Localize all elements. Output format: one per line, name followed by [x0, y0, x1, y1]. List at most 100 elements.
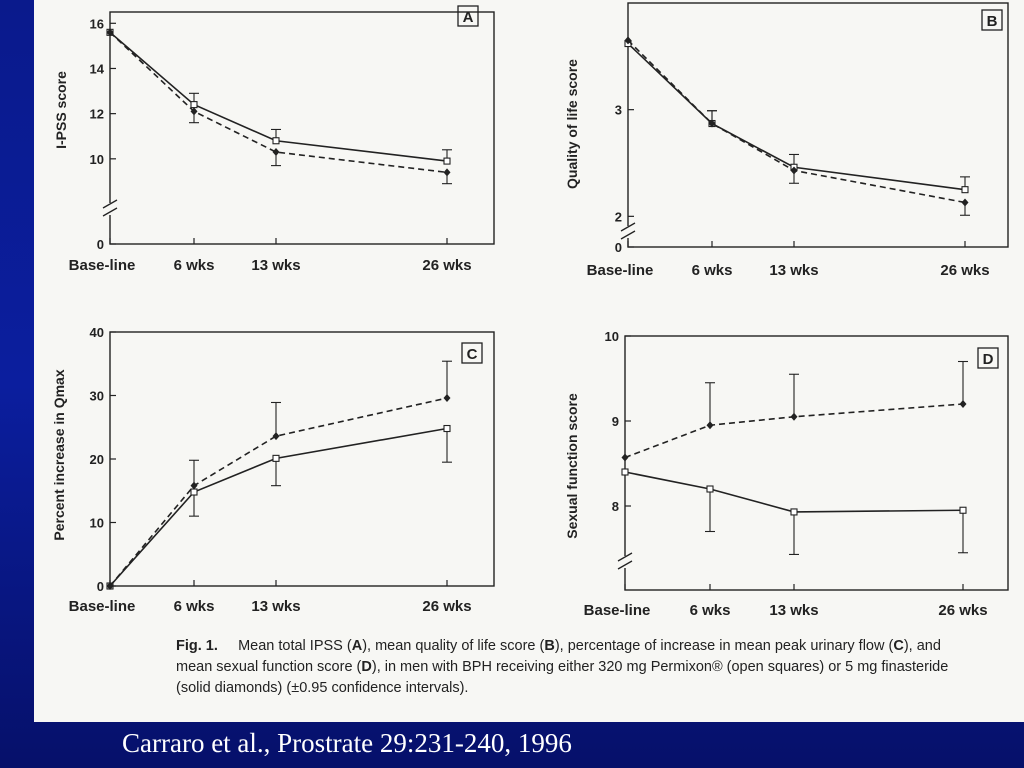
- caption-segment: ), percentage of increase in mean peak u…: [554, 638, 894, 654]
- y-tick-label: 0: [97, 237, 104, 252]
- y-axis-label: Percent increase in Qmax: [51, 369, 67, 540]
- series-line-finasteride: [627, 39, 966, 204]
- x-tick-label: 26 wks: [938, 602, 987, 619]
- plot-frame: [109, 331, 495, 587]
- marker-solid-diamond: [621, 453, 629, 462]
- y-tick-label: 10: [90, 516, 104, 531]
- axis-break-mark: [620, 230, 636, 240]
- x-tick-label: Base-line: [69, 598, 136, 615]
- series-line-permixon: [109, 427, 448, 587]
- panel-label: C: [467, 346, 478, 363]
- marker-open-square: [443, 157, 451, 165]
- x-tick-label: Base-line: [69, 257, 136, 274]
- marker-solid-diamond: [790, 412, 798, 421]
- axis-break-gap: [621, 556, 629, 568]
- caption-segment: D: [361, 659, 372, 675]
- y-tick-label: 12: [90, 107, 104, 122]
- y-axis-label: Quality of life score: [564, 59, 580, 189]
- marker-open-square: [706, 485, 714, 493]
- panel-label: A: [463, 9, 474, 26]
- axis-break-mark: [617, 552, 633, 562]
- marker-solid-diamond: [443, 394, 451, 403]
- marker-solid-diamond: [106, 28, 114, 37]
- marker-solid-diamond: [443, 168, 451, 177]
- caption-segment: ), and mean sexual function score (: [176, 638, 945, 675]
- plot-frame: [627, 2, 1009, 248]
- y-tick-label: 16: [90, 16, 104, 31]
- y-axis-label: Sexual function score: [564, 393, 580, 539]
- marker-open-square: [190, 101, 198, 109]
- caption-segment: C: [893, 638, 904, 654]
- y-tick-label: 8: [612, 499, 619, 514]
- marker-open-square: [272, 454, 280, 462]
- marker-solid-diamond: [190, 481, 198, 490]
- x-tick-label: 13 wks: [769, 602, 818, 619]
- axis-break-gap: [106, 203, 114, 215]
- caption-segment: Mean total IPSS (: [238, 638, 352, 654]
- caption-segment: A: [351, 638, 363, 654]
- y-axis-label: I-PSS score: [53, 71, 69, 149]
- plot-frame: [624, 335, 1009, 591]
- panel-c: 0 10 20 30 40 Base-line 6 wks 13 wks 26 wks Perce…: [51, 325, 495, 615]
- citation-text: Carraro et al., Prostrate 29:231-240, 19…: [122, 728, 572, 758]
- marker-solid-diamond: [272, 148, 280, 157]
- plot-frame: [109, 11, 495, 245]
- y-tick-label: 0: [615, 240, 622, 255]
- marker-open-square: [961, 186, 969, 194]
- x-tick-label: Base-line: [587, 262, 654, 279]
- caption-fig-label: Fig. 1.: [176, 638, 218, 654]
- figure-caption: Fig. 1. Mean total IPSS (A), mean qualit…: [176, 636, 966, 699]
- panel-label: B: [987, 13, 998, 30]
- caption-text: Mean total IPSS (A), mean quality of lif…: [176, 638, 952, 696]
- marker-solid-diamond: [190, 107, 198, 116]
- caption-segment: B: [544, 638, 555, 654]
- y-tick-label: 3: [615, 103, 622, 118]
- y-tick-label: 9: [612, 414, 619, 429]
- marker-solid-diamond: [624, 36, 632, 45]
- y-tick-label: 40: [90, 325, 104, 340]
- y-tick-label: 2: [615, 209, 622, 224]
- panel-label-box: [977, 347, 999, 369]
- x-tick-label: 6 wks: [174, 598, 215, 615]
- marker-solid-diamond: [706, 421, 714, 430]
- y-tick-label: 30: [90, 389, 104, 404]
- marker-solid-diamond: [961, 198, 969, 207]
- series-line-finasteride: [109, 31, 448, 174]
- panel-label-box: [981, 9, 1003, 31]
- x-tick-label: 6 wks: [690, 602, 731, 619]
- panel-a: 0 10 12 14 16 Base-line 6 wks 13 wks 26 wks I-PSS…: [53, 5, 495, 274]
- marker-open-square: [190, 488, 198, 496]
- series-line-permixon: [109, 31, 448, 162]
- marker-solid-diamond: [272, 432, 280, 441]
- marker-solid-diamond: [106, 582, 114, 590]
- y-tick-label: 0: [97, 579, 104, 594]
- y-tick-label: 10: [90, 152, 104, 167]
- x-tick-label: Base-line: [584, 602, 651, 619]
- marker-solid-diamond: [708, 119, 716, 128]
- panel-d: 8 9 10 Base-line 6 wks 13 wks 26 wks Sexual fun…: [564, 329, 1009, 619]
- x-tick-label: 6 wks: [692, 262, 733, 279]
- x-tick-label: 26 wks: [422, 257, 471, 274]
- series-line-finasteride: [624, 403, 964, 459]
- panel-b: 0 2 3 Base-line 6 wks 13 wks 26 wks Quality of …: [564, 2, 1009, 279]
- scanned-figure: 0 10 12 14 16 Base-line 6 wks 13 wks 26 wks I-PSS…: [34, 0, 1024, 722]
- x-tick-label: 26 wks: [940, 262, 989, 279]
- marker-open-square: [959, 506, 967, 514]
- axis-break-mark: [620, 222, 636, 232]
- axis-break-mark: [102, 199, 118, 209]
- series-line-permixon: [627, 42, 966, 191]
- marker-solid-diamond: [790, 166, 798, 175]
- panel-label: D: [983, 351, 994, 368]
- x-tick-label: 13 wks: [251, 598, 300, 615]
- marker-open-square: [443, 424, 451, 433]
- x-tick-label: 13 wks: [251, 257, 300, 274]
- x-tick-label: 6 wks: [174, 257, 215, 274]
- marker-open-square: [272, 137, 280, 145]
- y-tick-label: 10: [605, 329, 619, 344]
- marker-open-square: [621, 468, 629, 476]
- y-tick-label: 20: [90, 452, 104, 467]
- axis-break-gap: [624, 226, 632, 238]
- axis-break-mark: [617, 560, 633, 570]
- series-line-permixon: [624, 471, 964, 513]
